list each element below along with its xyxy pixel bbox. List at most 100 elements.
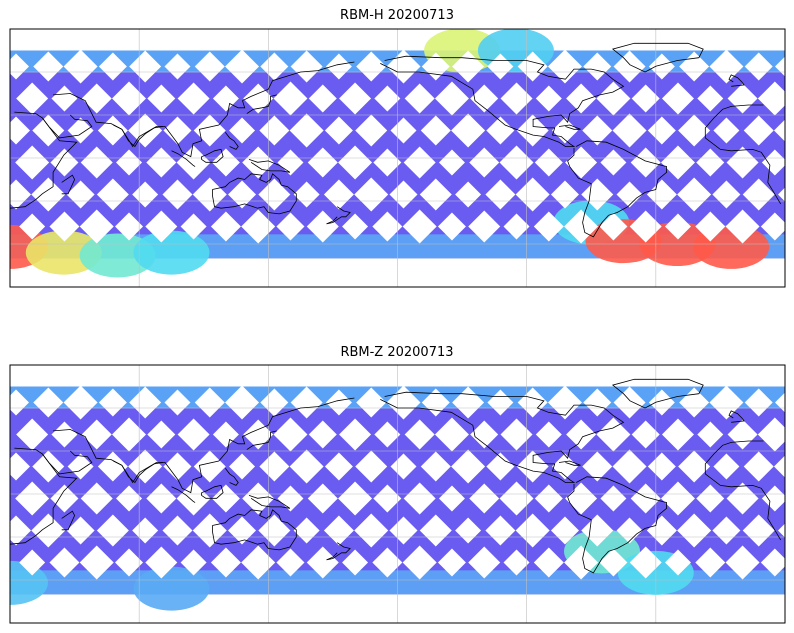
orbit-gap [566,83,597,114]
orbit-gap [19,213,46,240]
orbit-gap [500,82,533,115]
philippines [224,131,239,150]
orbit-gap [404,83,435,114]
south-america-coast [567,140,667,238]
orbit-gap [162,179,193,210]
orbit-gap [32,114,65,147]
orbit-gap [713,117,740,144]
orbit-gap [613,50,646,83]
orbit-gap [743,115,774,146]
orbit-gap [725,209,760,244]
orbit-gap [193,114,226,147]
orbit-gap [515,177,550,212]
orbit-gap [533,211,564,242]
orbit-gap [115,212,144,241]
orbit-gap [761,149,785,176]
orbit-gap [696,148,725,177]
orbit-gap [390,117,417,144]
orbit-gap [452,50,485,83]
orbit-gap [372,211,403,242]
uk [728,74,745,87]
orbit-gap [306,210,339,243]
orbit-gap [356,51,387,82]
orbit-gap [66,180,95,209]
orbit-gap [50,148,79,177]
orbit-gap [354,177,389,212]
orbit-gap [486,116,515,145]
map-frame [9,28,786,288]
orbit-gap [325,53,352,80]
orbit-gap [211,148,240,177]
orbit-gap [31,177,66,212]
orbit-gap [49,211,80,242]
orbit-gap [775,56,785,77]
orbit-gap [259,115,290,146]
orbit-gap [402,209,437,244]
orbit-gap [225,49,260,84]
orbit-gap [499,145,534,180]
orbit-gap [273,81,308,116]
arabia-coast [41,114,93,139]
orbit-gap [210,211,241,242]
orbit-gap [180,213,207,240]
orbit-gap [146,147,177,178]
orbit-gap [581,178,614,211]
orbit-gap [612,113,647,148]
orbit-gap [374,85,401,112]
orbit-gap [757,81,785,116]
australia-coast [212,173,297,215]
orbit-gap [10,53,29,80]
orbit-gap [307,147,338,178]
orbit-gap [695,211,726,242]
orbit-gap [147,84,176,113]
orbit-gap [709,49,744,84]
orbit-gap [547,49,582,84]
orbit-gap [451,113,486,148]
orbit-gap [760,212,785,241]
orbit-gap [290,50,323,83]
orbit-gap [260,52,289,81]
orbit-gap [647,116,676,145]
orbit-gap [116,149,143,176]
orbit-gap [434,81,469,116]
north-america-coast [380,55,625,147]
orbit-gap [403,146,436,179]
new-zealand [326,206,351,225]
orbit-gap [470,84,499,113]
orbit-gap [599,212,628,241]
orbit-gap [277,149,304,176]
orbit-gap [324,116,353,145]
orbit-gap [373,148,402,177]
japan [246,94,277,114]
orbit-gap [517,51,548,82]
orbit-gap [630,147,661,178]
orbit-gap [241,209,276,244]
cuba [558,124,581,130]
orbit-gap [98,52,127,81]
orbit-gap [339,82,372,115]
orbit-gap [386,49,421,84]
orbit-gap [420,115,451,146]
orbit-gap [485,179,516,210]
intensity-hotspot [133,230,210,275]
madagascar [61,174,76,195]
orbit-gap [51,85,78,112]
orbit-gap [551,117,578,144]
orbit-gap [596,81,631,116]
orbit-gap [258,178,291,211]
orbit-gap [228,180,257,209]
orbit-gap [661,82,694,115]
orbit-gap [308,84,337,113]
orbit-gap [583,52,612,81]
orbit-gap [742,178,775,211]
orbit-gap [177,82,210,115]
orbit-gap [16,82,49,115]
panel-title-rbm-h: RBM-H 20200713 [340,8,454,23]
orbit-gap [677,177,712,212]
orbit-gap [438,149,465,176]
orbit-gap [646,179,677,210]
orbit-gap [33,51,64,82]
orbit-gap [79,209,114,244]
orbit-gap [81,83,112,114]
